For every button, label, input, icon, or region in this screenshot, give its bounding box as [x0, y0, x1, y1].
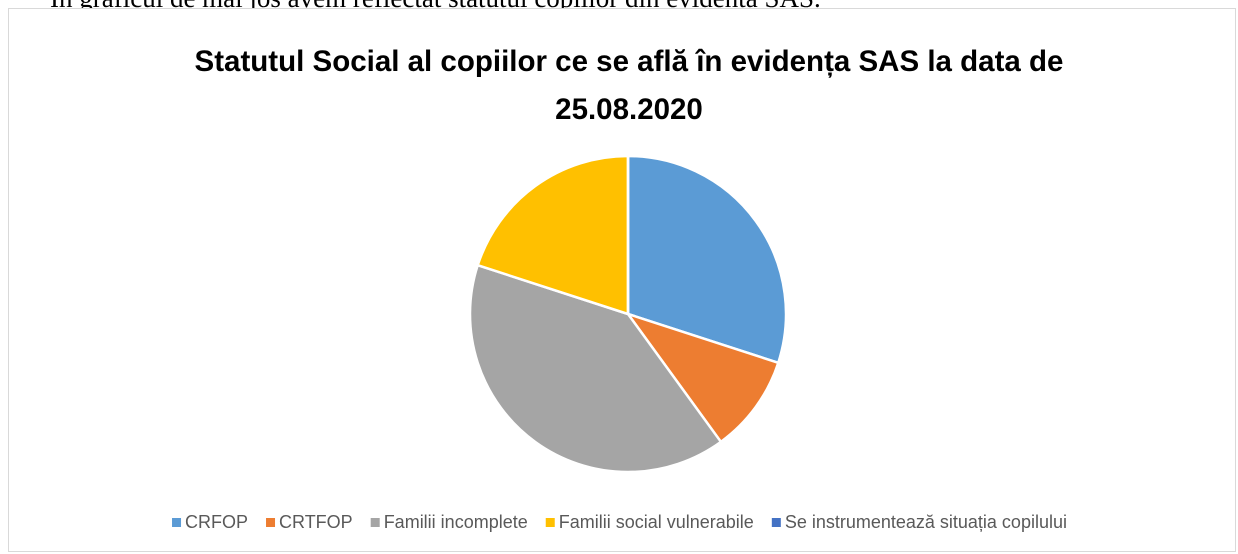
- legend-label: Familii incomplete: [384, 512, 528, 532]
- legend-swatch: [771, 518, 781, 527]
- pie-slice: [468, 263, 723, 474]
- pie-slice: [624, 311, 780, 444]
- legend-swatch: [545, 518, 555, 527]
- legend-label: Se instrumentează situația copilului: [785, 512, 1067, 532]
- legend-swatch: [370, 518, 380, 527]
- legend-swatch: [172, 518, 182, 527]
- pie-slice: [626, 154, 788, 365]
- legend-label: CRFOP: [185, 512, 248, 532]
- legend-label: CRTFOP: [279, 512, 353, 532]
- chart-title: Statutul Social al copiilor ce se află î…: [194, 45, 1064, 126]
- legend-label: Familii social vulnerabile: [559, 512, 754, 532]
- pie-slice: [476, 154, 630, 316]
- legend-swatch: [266, 518, 276, 527]
